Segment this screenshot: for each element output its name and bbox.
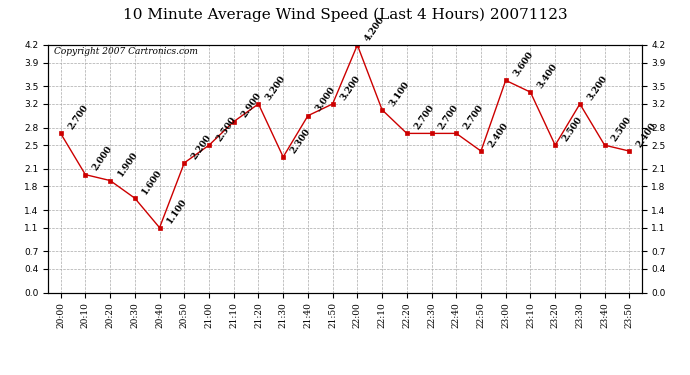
Text: 2.500: 2.500 xyxy=(610,115,633,143)
Text: Copyright 2007 Cartronics.com: Copyright 2007 Cartronics.com xyxy=(55,48,198,57)
Text: 10 Minute Average Wind Speed (Last 4 Hours) 20071123: 10 Minute Average Wind Speed (Last 4 Hou… xyxy=(123,8,567,22)
Text: 2.500: 2.500 xyxy=(215,115,238,143)
Text: 2.700: 2.700 xyxy=(66,103,90,131)
Text: 3.100: 3.100 xyxy=(388,80,411,108)
Text: 4.200: 4.200 xyxy=(363,15,386,43)
Text: 2.400: 2.400 xyxy=(486,121,510,149)
Text: 2.900: 2.900 xyxy=(239,91,263,120)
Text: 2.700: 2.700 xyxy=(437,103,460,131)
Text: 1.100: 1.100 xyxy=(165,197,188,225)
Text: 1.600: 1.600 xyxy=(140,168,164,196)
Text: 2.400: 2.400 xyxy=(635,121,658,149)
Text: 2.200: 2.200 xyxy=(190,133,213,161)
Text: 2.300: 2.300 xyxy=(288,127,313,155)
Text: 3.600: 3.600 xyxy=(511,50,535,78)
Text: 2.700: 2.700 xyxy=(462,103,485,131)
Text: 3.400: 3.400 xyxy=(536,62,560,90)
Text: 2.000: 2.000 xyxy=(91,144,115,172)
Text: 3.200: 3.200 xyxy=(264,74,288,102)
Text: 2.500: 2.500 xyxy=(561,115,584,143)
Text: 2.700: 2.700 xyxy=(413,103,436,131)
Text: 3.000: 3.000 xyxy=(313,86,337,114)
Text: 1.900: 1.900 xyxy=(116,150,139,178)
Text: 3.200: 3.200 xyxy=(338,74,362,102)
Text: 3.200: 3.200 xyxy=(585,74,609,102)
